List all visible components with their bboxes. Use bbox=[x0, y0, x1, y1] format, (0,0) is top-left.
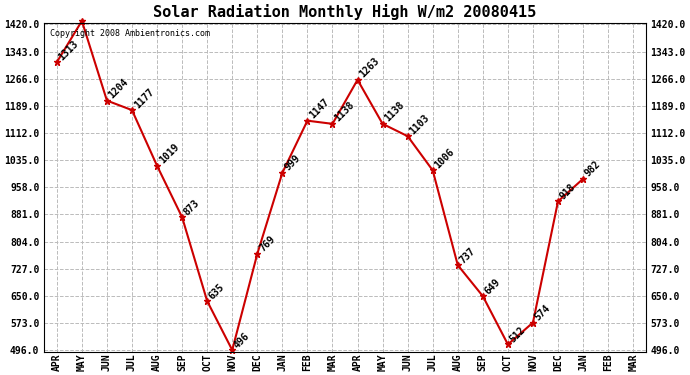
Text: Copyright 2008 Ambientronics.com: Copyright 2008 Ambientronics.com bbox=[50, 29, 210, 38]
Text: 918: 918 bbox=[558, 182, 578, 201]
Text: 1006: 1006 bbox=[433, 147, 456, 170]
Text: 737: 737 bbox=[457, 246, 477, 265]
Text: 1263: 1263 bbox=[357, 56, 381, 80]
Text: 1147: 1147 bbox=[308, 97, 331, 121]
Text: 512: 512 bbox=[508, 325, 527, 344]
Text: 1138: 1138 bbox=[382, 100, 406, 124]
Text: 1138: 1138 bbox=[333, 100, 356, 124]
Text: 769: 769 bbox=[257, 234, 277, 254]
Text: 982: 982 bbox=[583, 159, 602, 179]
Text: 1177: 1177 bbox=[132, 86, 156, 110]
Text: 574: 574 bbox=[533, 303, 553, 322]
Text: 1430: 1430 bbox=[0, 374, 1, 375]
Text: 635: 635 bbox=[207, 282, 227, 301]
Text: 1019: 1019 bbox=[157, 142, 181, 166]
Text: 496: 496 bbox=[233, 330, 252, 350]
Title: Solar Radiation Monthly High W/m2 20080415: Solar Radiation Monthly High W/m2 200804… bbox=[153, 4, 537, 20]
Text: 1313: 1313 bbox=[57, 39, 81, 62]
Text: 999: 999 bbox=[282, 153, 302, 173]
Text: 1204: 1204 bbox=[107, 77, 130, 101]
Text: 1103: 1103 bbox=[408, 112, 431, 136]
Text: 649: 649 bbox=[483, 277, 502, 296]
Text: 873: 873 bbox=[182, 198, 201, 217]
